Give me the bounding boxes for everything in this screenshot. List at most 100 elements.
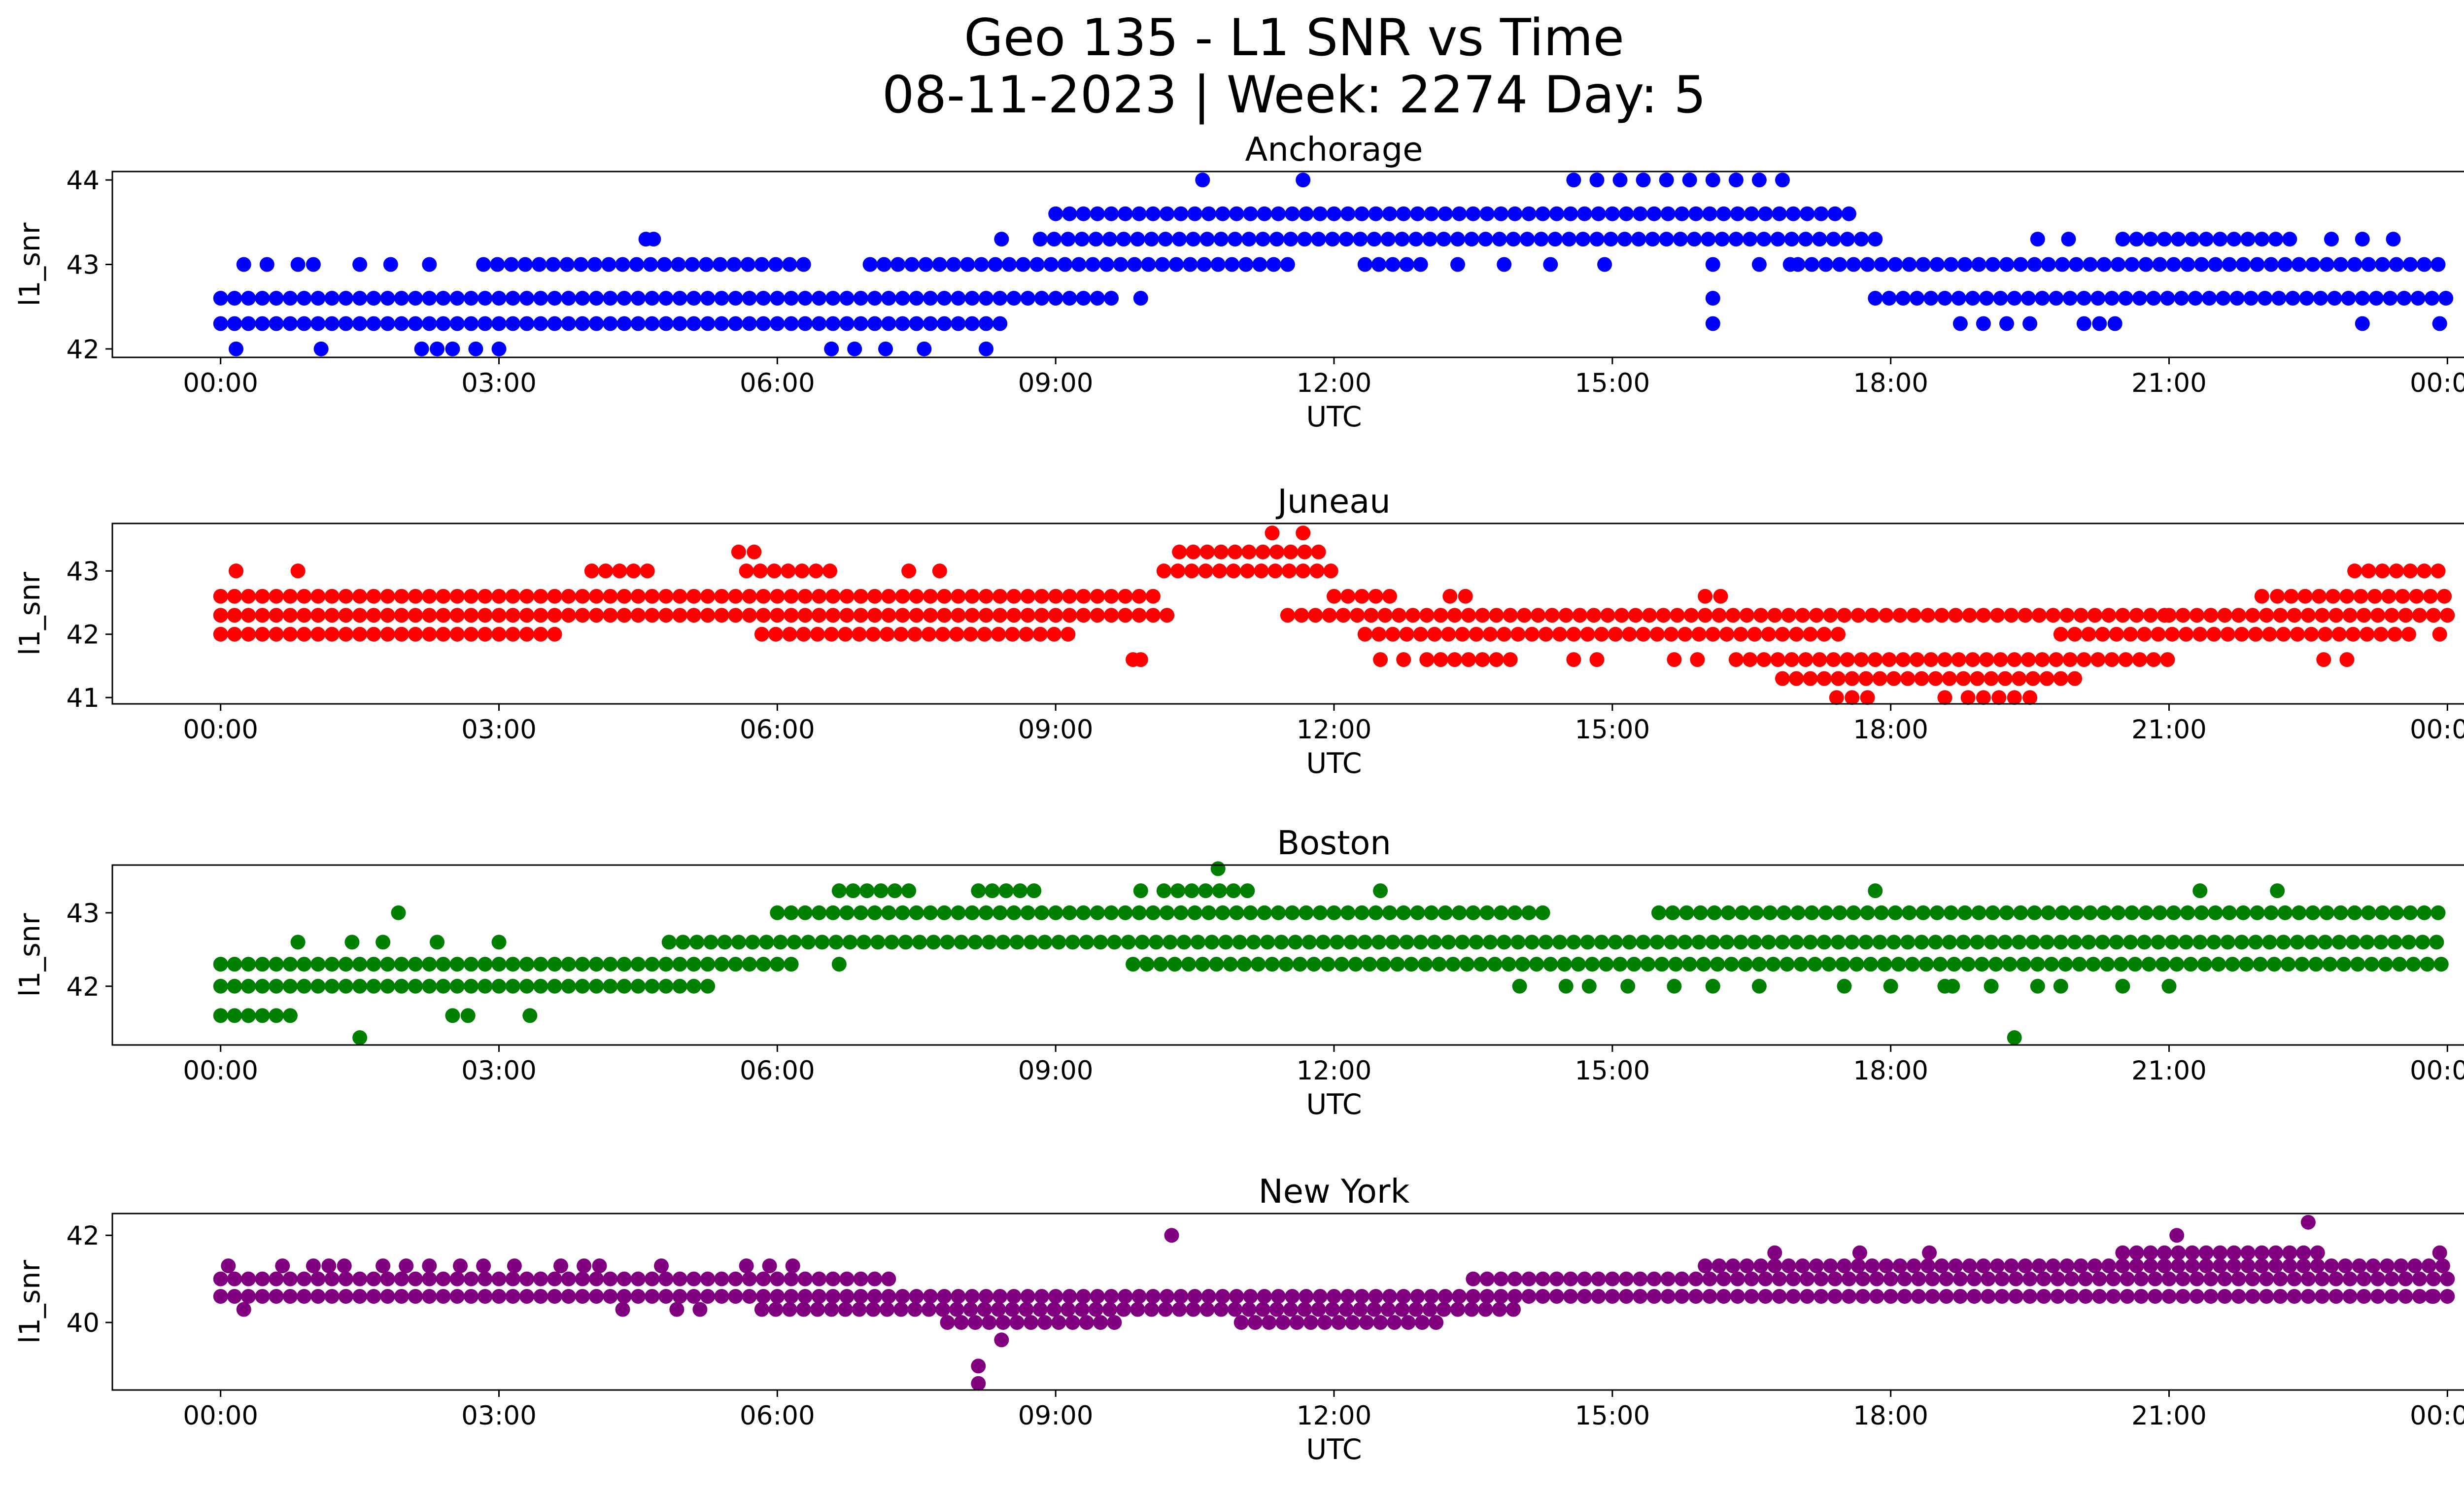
- data-point: [2296, 1245, 2311, 1260]
- x-tick-label: 00:00: [2410, 368, 2464, 398]
- data-point: [887, 883, 902, 899]
- data-point: [366, 589, 381, 604]
- data-point: [1479, 1289, 1495, 1304]
- data-point: [1594, 935, 1609, 950]
- data-point: [1501, 957, 1516, 972]
- data-point: [380, 978, 395, 994]
- data-point: [1133, 291, 1148, 306]
- data-point: [1418, 957, 1433, 972]
- data-point: [2157, 1245, 2172, 1260]
- data-point: [853, 1271, 868, 1286]
- data-point: [1113, 257, 1128, 272]
- data-point: [1184, 883, 1199, 899]
- data-point: [1929, 905, 1945, 920]
- data-point: [867, 316, 882, 331]
- data-point: [2129, 608, 2144, 623]
- data-point: [1784, 652, 1799, 667]
- data-point: [867, 589, 882, 604]
- data-point: [770, 1271, 785, 1286]
- data-point: [756, 608, 771, 623]
- data-point: [2046, 608, 2061, 623]
- x-tick-label: 09:00: [1018, 715, 1094, 745]
- data-point: [1619, 1289, 1634, 1304]
- data-point: [1275, 1315, 1291, 1330]
- data-point: [812, 589, 827, 604]
- data-point: [1024, 1315, 1038, 1330]
- data-point: [630, 957, 646, 972]
- data-point: [297, 1271, 312, 1286]
- data-point: [1048, 608, 1063, 623]
- data-point: [1027, 883, 1042, 899]
- data-point: [1789, 626, 1804, 642]
- data-point: [1906, 1258, 1921, 1274]
- data-point: [1301, 935, 1317, 950]
- data-point: [505, 291, 520, 306]
- data-point: [1399, 935, 1414, 950]
- data-point: [714, 316, 729, 331]
- data-point: [852, 626, 867, 642]
- data-point: [2148, 1271, 2163, 1286]
- data-point: [937, 291, 952, 306]
- data-point: [282, 589, 298, 604]
- data-point: [2290, 626, 2305, 642]
- data-point: [2433, 957, 2449, 972]
- data-point: [1841, 1271, 1856, 1286]
- data-point: [1006, 291, 1022, 306]
- data-point: [1510, 626, 1526, 642]
- data-point: [2044, 957, 2059, 972]
- data-point: [1809, 1258, 1824, 1274]
- data-point: [2050, 1289, 2065, 1304]
- data-point: [785, 1258, 800, 1274]
- data-point: [2035, 652, 2050, 667]
- data-point: [2141, 957, 2156, 972]
- data-point: [505, 589, 520, 604]
- data-point: [1521, 1271, 1537, 1286]
- data-point: [1767, 1258, 1782, 1274]
- data-point: [873, 883, 889, 899]
- data-point: [436, 626, 451, 642]
- data-point: [603, 1271, 618, 1286]
- x-tick-label: 12:00: [1297, 368, 1372, 398]
- data-point: [2226, 1258, 2242, 1274]
- data-point: [825, 291, 841, 306]
- data-point: [1280, 608, 1295, 623]
- data-point: [2300, 608, 2316, 623]
- data-point: [1210, 861, 1226, 876]
- data-point: [2398, 1289, 2413, 1304]
- data-point: [2036, 1271, 2052, 1286]
- data-point: [464, 589, 479, 604]
- data-point: [881, 589, 896, 604]
- data-point: [376, 1258, 391, 1274]
- data-point: [2171, 1258, 2186, 1274]
- data-point: [767, 563, 782, 579]
- data-point: [2012, 935, 2027, 950]
- data-point: [2161, 1289, 2177, 1304]
- data-point: [881, 608, 896, 623]
- data-point: [449, 978, 465, 994]
- data-point: [519, 1289, 534, 1304]
- data-point: [2401, 935, 2416, 950]
- data-point: [2277, 905, 2293, 920]
- data-point: [2174, 291, 2189, 306]
- data-point: [1716, 1289, 1731, 1304]
- data-point: [1283, 1302, 1299, 1317]
- data-point: [794, 563, 810, 579]
- data-point: [1032, 626, 1048, 642]
- data-point: [2206, 626, 2222, 642]
- data-point: [1382, 206, 1397, 221]
- data-point: [853, 608, 868, 623]
- data-point: [2310, 1258, 2325, 1274]
- data-point: [2417, 905, 2432, 920]
- data-point: [1882, 291, 1897, 306]
- data-point: [1826, 232, 1841, 247]
- data-point: [408, 291, 423, 306]
- data-point: [784, 316, 799, 331]
- data-point: [338, 589, 353, 604]
- data-point: [1782, 257, 1798, 272]
- data-point: [1452, 206, 1467, 221]
- data-point: [1020, 1289, 1035, 1304]
- data-point: [505, 1289, 520, 1304]
- data-point: [297, 1289, 312, 1304]
- data-point: [881, 905, 896, 920]
